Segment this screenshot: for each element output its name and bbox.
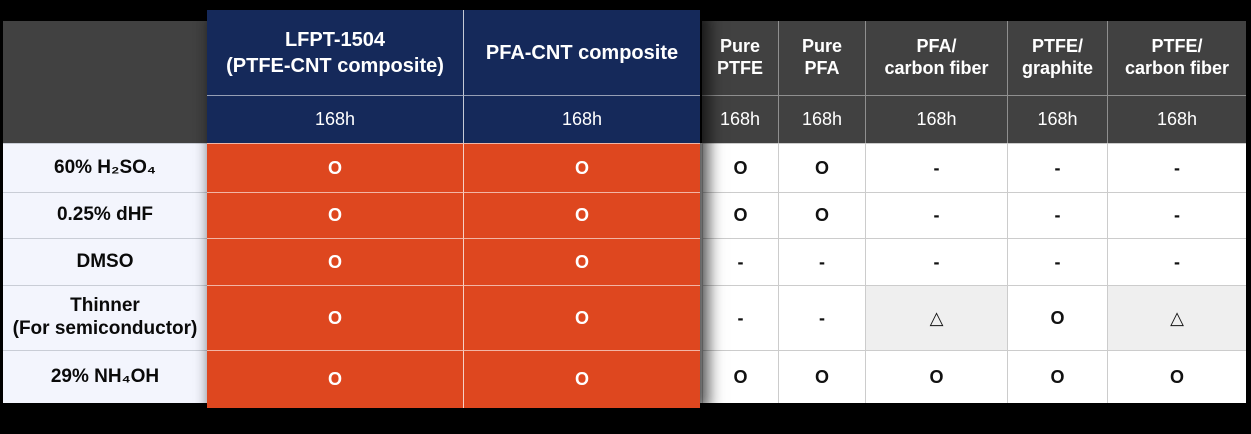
column-header-pure-pfa: Pure PFA — [778, 21, 865, 95]
column-header-pure-ptfe: Pure PTFE — [702, 21, 778, 95]
row-label-thinner: Thinner (For semiconductor) — [3, 285, 207, 350]
result-cell: - — [1107, 192, 1246, 238]
row-label-line1: 29% NH₄OH — [50, 365, 160, 387]
result-cell: O — [778, 350, 865, 403]
duration-cell-pure-pfa: 168h — [778, 95, 865, 143]
result-cell: O — [1007, 285, 1107, 350]
result-cell: - — [1107, 238, 1246, 285]
result-cell: O — [702, 192, 778, 238]
result-cell-highlight: O — [463, 350, 700, 408]
row-label-line1: Thinner — [70, 295, 140, 317]
column-header-line1: Pure — [719, 36, 761, 57]
column-header-line1: LFPT-1504 — [284, 28, 386, 51]
result-cell: - — [1107, 143, 1246, 192]
result-cell: - — [865, 238, 1007, 285]
result-cell-highlight: O — [207, 238, 463, 285]
result-cell: - — [865, 143, 1007, 192]
result-cell: - — [702, 285, 778, 350]
column-header-ptfe-carbon-fiber: PTFE/ carbon fiber — [1107, 21, 1246, 95]
duration-cell-pure-ptfe: 168h — [702, 95, 778, 143]
result-cell: O — [1007, 350, 1107, 403]
result-cell: - — [778, 238, 865, 285]
row-label-dhf: 0.25% dHF — [3, 192, 207, 238]
column-header-pfa-carbon-fiber: PFA/ carbon fiber — [865, 21, 1007, 95]
result-cell: O — [865, 350, 1007, 403]
column-header-pfa-cnt-composite: PFA-CNT composite — [463, 10, 700, 95]
result-cell-shaded: △ — [1107, 285, 1246, 350]
result-cell-highlight: O — [207, 143, 463, 192]
result-cell-highlight: O — [463, 285, 700, 350]
column-header-line1: PTFE/ — [1151, 36, 1203, 57]
column-header-line1: PTFE/ — [1031, 36, 1083, 57]
row-label-h2so4: 60% H₂SO₄ — [3, 143, 207, 192]
result-cell-highlight: O — [463, 238, 700, 285]
result-cell: - — [1007, 192, 1107, 238]
result-cell-highlight: O — [207, 285, 463, 350]
column-header-line2: graphite — [1021, 58, 1093, 78]
corner-cell — [3, 21, 207, 143]
result-cell: - — [702, 238, 778, 285]
result-cell-highlight: O — [463, 192, 700, 238]
result-cell-highlight: O — [207, 192, 463, 238]
duration-cell-ptfe-carbon-fiber: 168h — [1107, 95, 1246, 143]
duration-cell-lfpt-1504: 168h — [207, 95, 463, 143]
result-cell: - — [865, 192, 1007, 238]
result-cell: O — [778, 192, 865, 238]
column-header-ptfe-graphite: PTFE/ graphite — [1007, 21, 1107, 95]
duration-cell-pfa-carbon-fiber: 168h — [865, 95, 1007, 143]
row-label-dmso: DMSO — [3, 238, 207, 285]
column-header-line2: (PTFE-CNT composite) — [226, 54, 444, 77]
column-header-line1: PFA/ — [916, 36, 957, 57]
row-label-nh4oh: 29% NH₄OH — [3, 350, 207, 403]
row-label-line1: DMSO — [76, 250, 134, 272]
result-cell-shaded: △ — [865, 285, 1007, 350]
result-cell: O — [778, 143, 865, 192]
column-header-line2: carbon fiber — [1124, 58, 1230, 78]
result-cell: - — [1007, 143, 1107, 192]
duration-cell-ptfe-graphite: 168h — [1007, 95, 1107, 143]
result-cell: O — [702, 350, 778, 403]
row-label-line1: 60% H₂SO₄ — [54, 156, 156, 178]
column-header-line2: PFA — [804, 58, 840, 78]
result-cell: - — [1007, 238, 1107, 285]
result-cell-highlight: O — [463, 143, 700, 192]
row-label-line1: 0.25% dHF — [56, 204, 154, 226]
row-label-line2: (For semiconductor) — [12, 318, 198, 339]
column-header-line1: Pure — [801, 36, 843, 57]
result-cell: O — [702, 143, 778, 192]
result-cell: - — [778, 285, 865, 350]
highlighted-columns-card: LFPT-1504 (PTFE-CNT composite) PFA-CNT c… — [207, 10, 700, 408]
column-header-line1: PFA-CNT composite — [485, 41, 679, 64]
result-cell: O — [1107, 350, 1246, 403]
duration-cell-pfa-cnt-composite: 168h — [463, 95, 700, 143]
column-header-line2: PTFE — [716, 58, 763, 78]
column-header-line2: carbon fiber — [884, 58, 989, 78]
column-header-lfpt-1504: LFPT-1504 (PTFE-CNT composite) — [207, 10, 463, 95]
result-cell-highlight: O — [207, 350, 463, 408]
